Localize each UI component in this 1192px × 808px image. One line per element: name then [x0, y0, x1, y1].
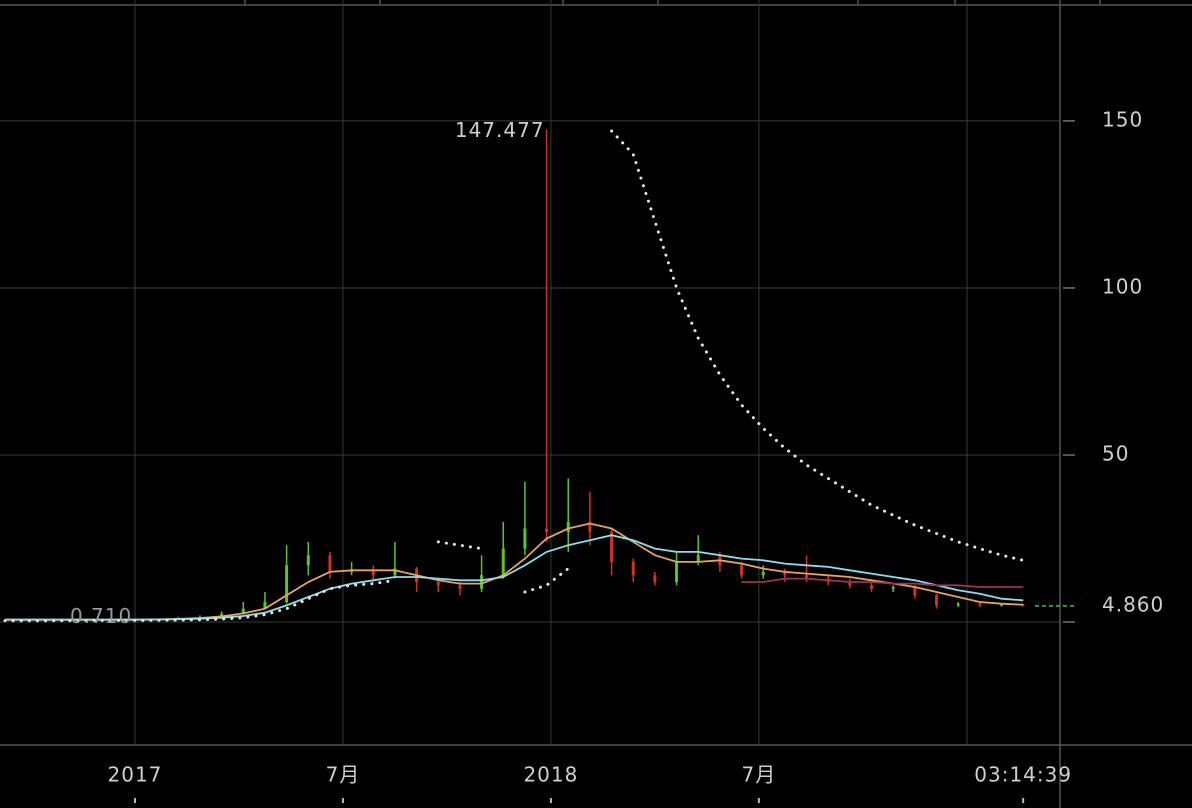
candle-body	[610, 531, 614, 562]
x-tick-label: 03:14:39	[974, 763, 1072, 787]
candle-body	[436, 581, 440, 586]
candle-body	[458, 585, 462, 589]
candle-body	[220, 613, 224, 618]
indicator-line	[3, 129, 1025, 623]
candle-body	[696, 555, 700, 562]
candle-body	[328, 555, 332, 572]
candle-body	[241, 608, 245, 614]
candle-body	[371, 570, 375, 576]
candle-body	[631, 561, 635, 576]
candle-body	[566, 521, 570, 532]
candle-body	[588, 521, 592, 532]
candle-body	[653, 575, 657, 582]
indicator-line	[5, 534, 1024, 621]
candle-body	[523, 528, 527, 549]
candle-body	[978, 603, 982, 606]
indicator-line	[741, 577, 1024, 588]
candle-body	[480, 575, 484, 589]
candle-body	[740, 565, 744, 576]
x-tick-label: 2018	[523, 763, 578, 787]
max-label: 147.477	[455, 118, 545, 142]
last-price-label: 4.860	[1102, 592, 1164, 616]
candle-body	[1000, 604, 1004, 606]
candle-body	[956, 603, 960, 606]
min-label: 0.710	[70, 604, 132, 628]
candle-body	[935, 595, 939, 606]
x-tick-label: 2017	[108, 763, 163, 787]
candle-body	[675, 561, 679, 582]
candle-body	[545, 528, 549, 532]
y-tick-label: 100	[1102, 274, 1143, 298]
candle-body	[848, 581, 852, 586]
candle-body	[913, 586, 917, 596]
candle-body	[761, 571, 765, 576]
candle-body	[263, 602, 267, 609]
candle-body	[805, 575, 809, 579]
candle-body	[783, 571, 787, 576]
x-tick-label: 7月	[742, 763, 777, 787]
y-tick-label: 150	[1102, 107, 1143, 131]
y-tick-label: 50	[1102, 442, 1129, 466]
candle-body	[501, 548, 505, 576]
candle-body	[393, 568, 397, 576]
candle-body	[306, 555, 310, 566]
candle-body	[870, 585, 874, 589]
candle-body	[285, 565, 289, 603]
x-tick-label: 7月	[326, 763, 361, 787]
top-tick-marks	[0, 0, 1192, 6]
candle-body	[891, 586, 895, 589]
